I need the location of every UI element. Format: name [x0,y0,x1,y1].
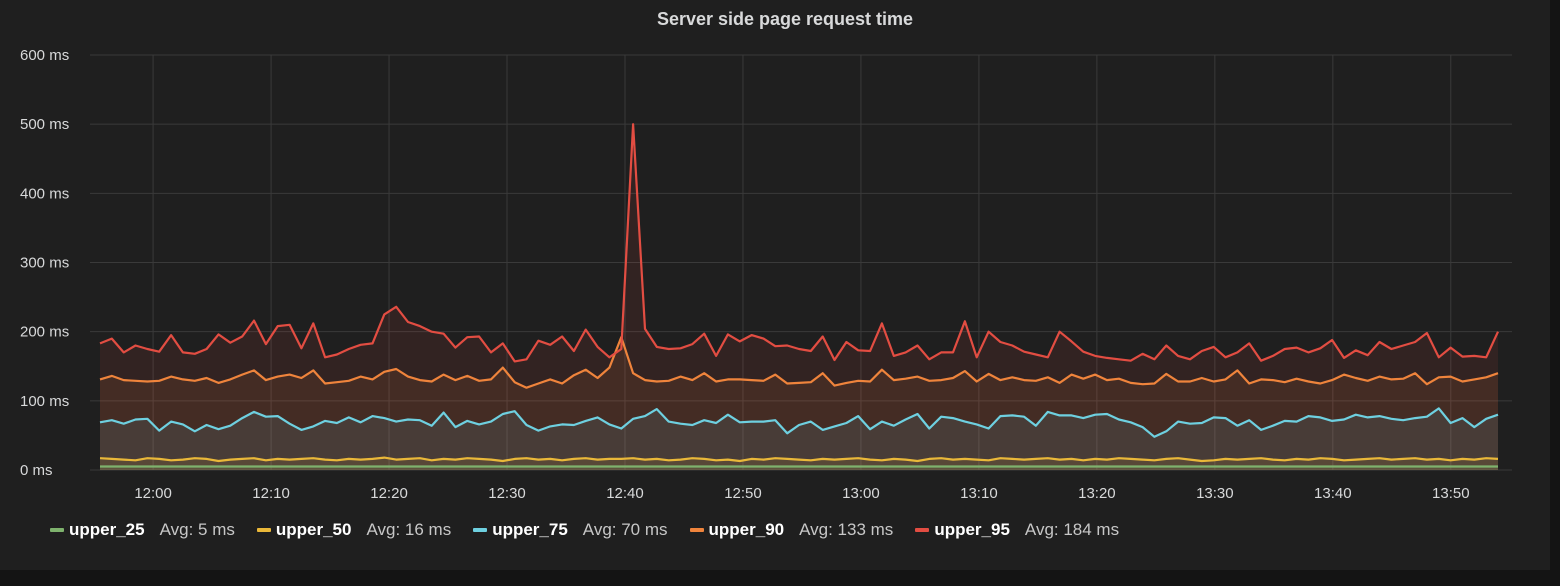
series-lines [99,123,1499,468]
chart-area: 0 ms 100 ms 200 ms 300 ms 400 ms 500 ms 600 ms… [20,47,1512,502]
y-axis: 0 ms 100 ms 200 ms 300 ms 400 ms 500 ms 600 ms [20,47,69,479]
legend: upper_25 Avg: 5 ms upper_50 Avg: 16 ms upper… [50,520,1141,540]
legend-series-avg: Avg: 133 ms [799,520,894,539]
legend-item-upper_75[interactable]: upper_75 Avg: 70 ms [473,520,668,540]
y-tick-label: 0 ms [20,462,53,479]
legend-series-name[interactable]: upper_25 [69,520,145,539]
legend-swatch [256,528,271,532]
series-line-upper_95[interactable] [99,123,1499,363]
legend-series-name[interactable]: upper_90 [708,520,785,539]
legend-item-upper_25[interactable]: upper_25 Avg: 5 ms [50,520,235,540]
x-tick-label: 13:50 [1432,485,1470,502]
x-tick-label: 13:20 [1078,485,1116,502]
series-line-upper_75[interactable] [99,407,1499,438]
x-tick-label: 12:40 [606,485,644,502]
legend-swatch [689,528,704,532]
y-tick-label: 600 ms [20,47,69,64]
x-tick-label: 12:10 [252,485,290,502]
x-tick-label: 13:30 [1196,485,1234,502]
x-tick-label: 13:10 [960,485,998,502]
legend-swatch [915,528,930,532]
y-tick-label: 400 ms [20,185,69,202]
series-fill-upper_90 [100,337,1498,470]
legend-series-avg: Avg: 16 ms [366,520,452,539]
x-tick-label: 13:40 [1314,485,1352,502]
y-tick-label: 500 ms [20,116,69,133]
panel-title[interactable]: Server side page request time [656,9,914,29]
series-line-upper_90[interactable] [99,336,1499,389]
legend-item-upper_95[interactable]: upper_95 Avg: 184 ms [915,520,1119,540]
legend-swatch [473,528,488,532]
x-tick-label: 12:00 [134,485,172,502]
legend-item-upper_90[interactable]: upper_90 Avg: 133 ms [689,520,894,540]
legend-series-name[interactable]: upper_50 [275,520,352,539]
legend-series-avg: Avg: 184 ms [1024,520,1120,539]
x-tick-label: 12:30 [488,485,526,502]
series-fills [100,124,1498,470]
legend-item-upper_50[interactable]: upper_50 Avg: 16 ms [256,520,452,540]
x-tick-label: 12:20 [370,485,408,502]
series-line-upper_50[interactable] [99,456,1499,463]
y-tick-label: 100 ms [20,393,69,410]
y-tick-label: 300 ms [20,255,69,272]
legend-series-name[interactable]: upper_95 [934,520,1010,539]
legend-swatch [50,528,64,532]
x-tick-label: 12:50 [724,485,762,502]
x-axis: 12:00 12:10 12:20 12:30 12:40 12:50 13:00 13:10… [134,485,1469,502]
legend-series-avg: Avg: 5 ms [159,520,235,539]
grid-lines [90,54,1512,471]
graph-panel: 0 ms 100 ms 200 ms 300 ms 400 ms 500 ms 600 ms… [0,0,1550,570]
legend-series-name[interactable]: upper_75 [492,520,568,539]
x-tick-label: 13:00 [842,485,880,502]
series-fill-upper_75 [100,408,1498,470]
legend-series-avg: Avg: 70 ms [582,520,668,539]
y-tick-label: 200 ms [20,324,69,341]
